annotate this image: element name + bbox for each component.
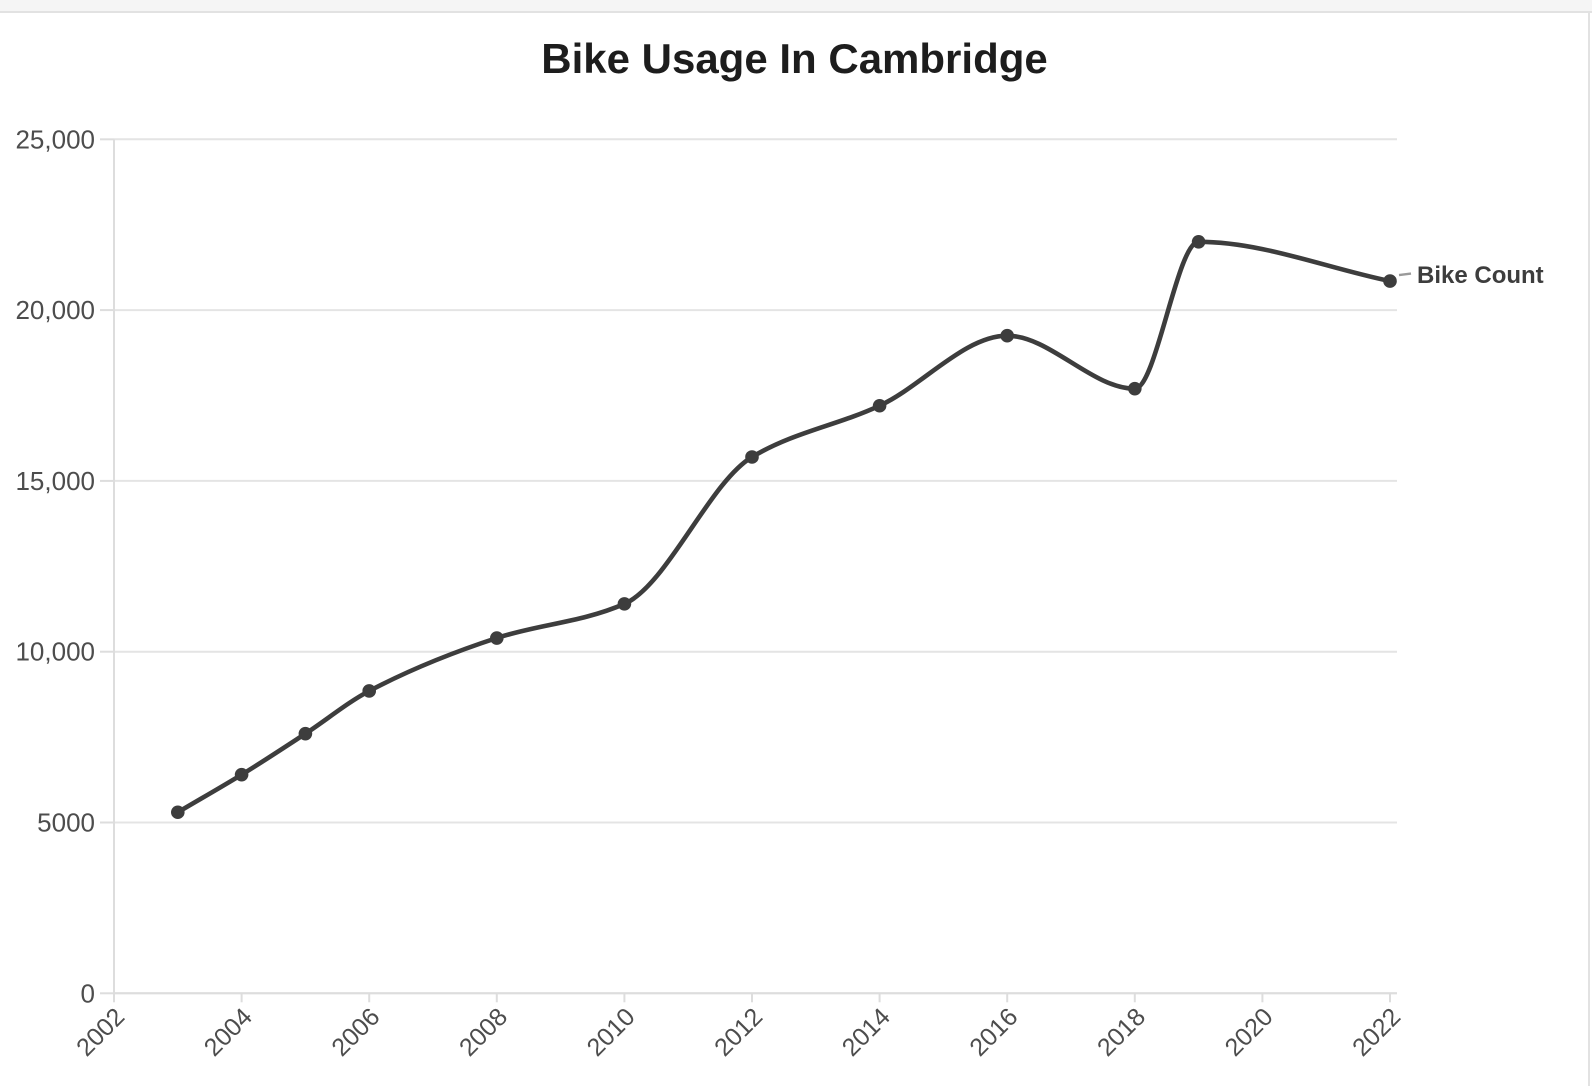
y-tick-label: 5000 [37, 808, 95, 838]
data-point-2004 [234, 767, 249, 782]
data-point-2008 [490, 631, 504, 645]
y-tick-label: 25,000 [15, 124, 95, 154]
legend-label: Bike Count [1417, 262, 1544, 289]
legend-connector [1398, 272, 1412, 277]
data-point-2018 [1128, 381, 1142, 396]
y-tick-label: 15,000 [15, 466, 95, 496]
top-edge-strip [0, 0, 1592, 13]
y-tick-label: 10,000 [15, 637, 95, 667]
page-right-edge-divider [1588, 13, 1590, 1086]
data-point-2022 [1383, 274, 1397, 288]
data-point-2003 [171, 805, 185, 820]
x-tick-label: 2002 [71, 1003, 130, 1062]
data-point-2005 [298, 726, 313, 741]
data-point-2016 [1000, 328, 1014, 343]
x-tick-label: 2004 [199, 1003, 258, 1062]
x-tick-label: 2012 [709, 1003, 768, 1062]
y-tick-label: 20,000 [15, 295, 95, 325]
x-tick-label: 2020 [1220, 1003, 1279, 1062]
y-tick-label: 0 [81, 978, 95, 1008]
x-tick-label: 2018 [1092, 1003, 1151, 1062]
data-point-2012 [745, 450, 759, 464]
x-tick-label: 2006 [326, 1003, 385, 1062]
x-tick-label: 2014 [837, 1003, 896, 1062]
x-tick-label: 2016 [964, 1003, 1023, 1062]
chart-title: Bike Usage In Cambridge [541, 35, 1048, 82]
data-point-2019 [1191, 234, 1206, 249]
data-point-2010 [617, 597, 632, 611]
x-tick-label: 2010 [582, 1003, 641, 1062]
x-tick-label: 2022 [1347, 1003, 1406, 1062]
series-line-bike-count [175, 239, 1393, 815]
data-point-2014 [872, 398, 887, 413]
data-point-2006 [362, 684, 377, 698]
x-tick-label: 2008 [454, 1003, 513, 1062]
